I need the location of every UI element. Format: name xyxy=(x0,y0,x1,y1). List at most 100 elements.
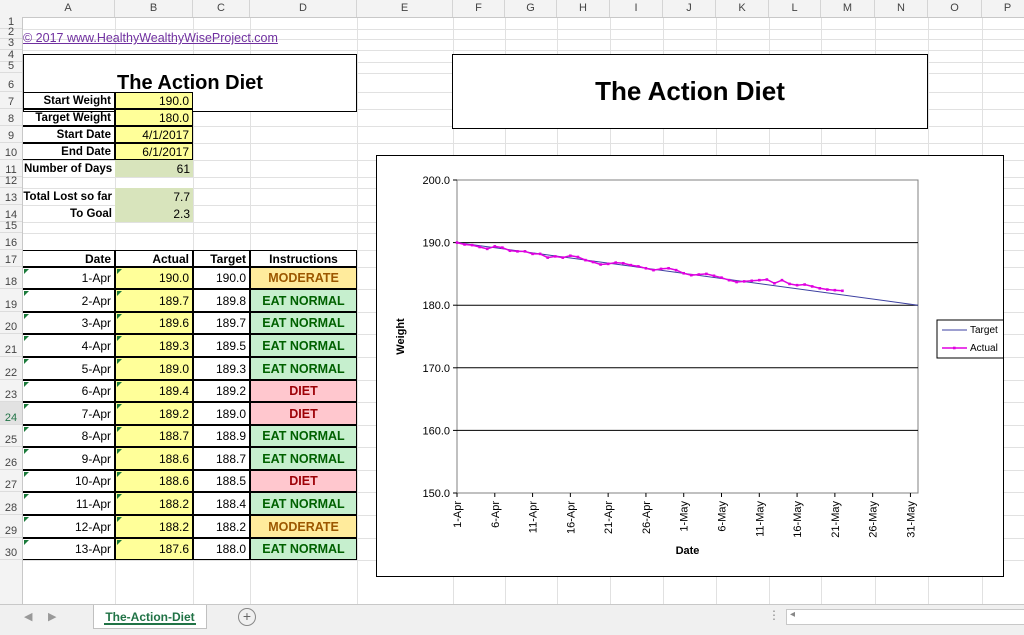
param-value[interactable]: 6/1/2017 xyxy=(115,143,193,160)
param-value[interactable]: 190.0 xyxy=(115,92,193,109)
column-header-h[interactable]: H xyxy=(557,0,610,17)
row-header-16[interactable]: 16 xyxy=(0,233,22,250)
date-cell[interactable]: 8-Apr xyxy=(23,425,115,447)
row-header-18[interactable]: 18 xyxy=(0,267,22,289)
column-header-j[interactable]: J xyxy=(663,0,716,17)
row-header-7[interactable]: 7 xyxy=(0,92,22,109)
row-header-12[interactable]: 12 xyxy=(0,175,22,188)
row-header-24[interactable]: 24 xyxy=(0,402,22,425)
date-cell[interactable]: 5-Apr xyxy=(23,357,115,380)
worksheet-grid[interactable]: © 2017 www.HealthyWealthyWiseProject.com… xyxy=(23,18,1024,604)
date-cell[interactable]: 6-Apr xyxy=(23,380,115,402)
actual-weight-cell[interactable]: 188.6 xyxy=(115,470,193,492)
column-header-k[interactable]: K xyxy=(716,0,769,17)
sheet-tab-the-action-diet[interactable]: The-Action-Diet xyxy=(93,605,207,629)
header-actual: Actual xyxy=(115,250,193,267)
instruction-cell: MODERATE xyxy=(250,267,357,289)
row-header-26[interactable]: 26 xyxy=(0,447,22,470)
prev-sheet-icon[interactable]: ◀ xyxy=(24,611,33,623)
actual-data-point xyxy=(606,262,610,266)
date-cell[interactable]: 10-Apr xyxy=(23,470,115,492)
column-header-e[interactable]: E xyxy=(357,0,453,17)
x-tick-label: 6-May xyxy=(717,501,729,532)
to-goal-value: 2.3 xyxy=(115,205,193,222)
scroll-splitter-icon[interactable]: ⋮ xyxy=(768,608,780,622)
column-header-a[interactable]: A xyxy=(22,0,115,17)
scroll-left-icon[interactable]: ◂ xyxy=(790,609,796,620)
actual-data-point xyxy=(478,245,481,249)
actual-weight-cell[interactable]: 189.6 xyxy=(115,312,193,334)
date-cell[interactable]: 11-Apr xyxy=(23,492,115,515)
horizontal-scrollbar[interactable]: ◂ xyxy=(786,609,1024,625)
actual-data-point xyxy=(508,249,512,253)
date-cell[interactable]: 9-Apr xyxy=(23,447,115,470)
date-cell[interactable]: 12-Apr xyxy=(23,515,115,538)
row-header-28[interactable]: 28 xyxy=(0,492,22,515)
actual-weight-cell[interactable]: 190.0 xyxy=(115,267,193,289)
actual-weight-cell[interactable]: 188.7 xyxy=(115,425,193,447)
date-cell[interactable]: 3-Apr xyxy=(23,312,115,334)
row-header-5[interactable]: 5 xyxy=(0,60,22,73)
column-header-g[interactable]: G xyxy=(505,0,557,17)
row-header-15[interactable]: 15 xyxy=(0,220,22,233)
actual-weight-cell[interactable]: 189.2 xyxy=(115,402,193,425)
legend-actual-marker xyxy=(953,346,956,350)
row-header-9[interactable]: 9 xyxy=(0,126,22,143)
column-header-m[interactable]: M xyxy=(821,0,875,17)
param-value[interactable]: 180.0 xyxy=(115,109,193,126)
row-header-27[interactable]: 27 xyxy=(0,470,22,492)
param-value[interactable]: 4/1/2017 xyxy=(115,126,193,143)
row-header-25[interactable]: 25 xyxy=(0,425,22,447)
row-header-19[interactable]: 19 xyxy=(0,289,22,312)
actual-data-point xyxy=(705,272,708,276)
formula-indicator-icon xyxy=(24,517,29,522)
column-header-i[interactable]: I xyxy=(610,0,663,17)
weight-chart[interactable]: 200.0 190.0 180.0 170.0 160.0 150.0 1-Apr 6-Apr… xyxy=(376,155,1005,577)
date-cell[interactable]: 2-Apr xyxy=(23,289,115,312)
actual-weight-cell[interactable]: 189.3 xyxy=(115,334,193,357)
row-header-10[interactable]: 10 xyxy=(0,143,22,160)
row-header-2[interactable]: 2 xyxy=(0,26,22,39)
row-header-1[interactable]: 1 xyxy=(0,17,22,29)
target-weight-cell: 188.4 xyxy=(193,492,250,515)
column-header-o[interactable]: O xyxy=(928,0,982,17)
row-header-17[interactable]: 17 xyxy=(0,250,22,267)
row-header-13[interactable]: 13 xyxy=(0,188,22,205)
actual-weight-cell[interactable]: 189.0 xyxy=(115,357,193,380)
row-header-3[interactable]: 3 xyxy=(0,37,22,50)
date-cell[interactable]: 4-Apr xyxy=(23,334,115,357)
add-sheet-icon[interactable]: + xyxy=(238,608,256,626)
actual-weight-cell[interactable]: 189.4 xyxy=(115,380,193,402)
actual-data-point xyxy=(614,261,618,264)
column-header-n[interactable]: N xyxy=(875,0,928,17)
actual-weight-cell[interactable]: 188.2 xyxy=(115,492,193,515)
row-header-23[interactable]: 23 xyxy=(0,380,22,402)
actual-weight-cell[interactable]: 188.2 xyxy=(115,515,193,538)
row-header-30[interactable]: 30 xyxy=(0,538,22,560)
column-header-l[interactable]: L xyxy=(769,0,821,17)
date-cell[interactable]: 1-Apr xyxy=(23,267,115,289)
sheet-title: The Action Diet xyxy=(117,71,263,94)
next-sheet-icon[interactable]: ▶ xyxy=(48,611,57,623)
date-cell[interactable]: 13-Apr xyxy=(23,538,115,560)
row-header-8[interactable]: 8 xyxy=(0,109,22,126)
row-header-21[interactable]: 21 xyxy=(0,334,22,357)
actual-weight-cell[interactable]: 187.6 xyxy=(115,538,193,560)
column-header-c[interactable]: C xyxy=(193,0,250,17)
x-tick-label: 6-Apr xyxy=(490,501,502,528)
row-header-22[interactable]: 22 xyxy=(0,357,22,380)
actual-weight-cell[interactable]: 189.7 xyxy=(115,289,193,312)
row-header-4[interactable]: 4 xyxy=(0,49,22,62)
row-header-29[interactable]: 29 xyxy=(0,515,22,538)
column-header-d[interactable]: D xyxy=(250,0,357,17)
row-header-11[interactable]: 11 xyxy=(0,160,22,177)
column-header-b[interactable]: B xyxy=(115,0,193,17)
row-header-6[interactable]: 6 xyxy=(0,73,22,92)
column-header-f[interactable]: F xyxy=(453,0,505,17)
row-header-14[interactable]: 14 xyxy=(0,205,22,222)
row-header-20[interactable]: 20 xyxy=(0,312,22,334)
date-cell[interactable]: 7-Apr xyxy=(23,402,115,425)
column-header-p[interactable]: P xyxy=(982,0,1024,17)
actual-weight-cell[interactable]: 188.6 xyxy=(115,447,193,470)
website-link[interactable]: © 2017 www.HealthyWealthyWiseProject.com xyxy=(23,31,278,45)
